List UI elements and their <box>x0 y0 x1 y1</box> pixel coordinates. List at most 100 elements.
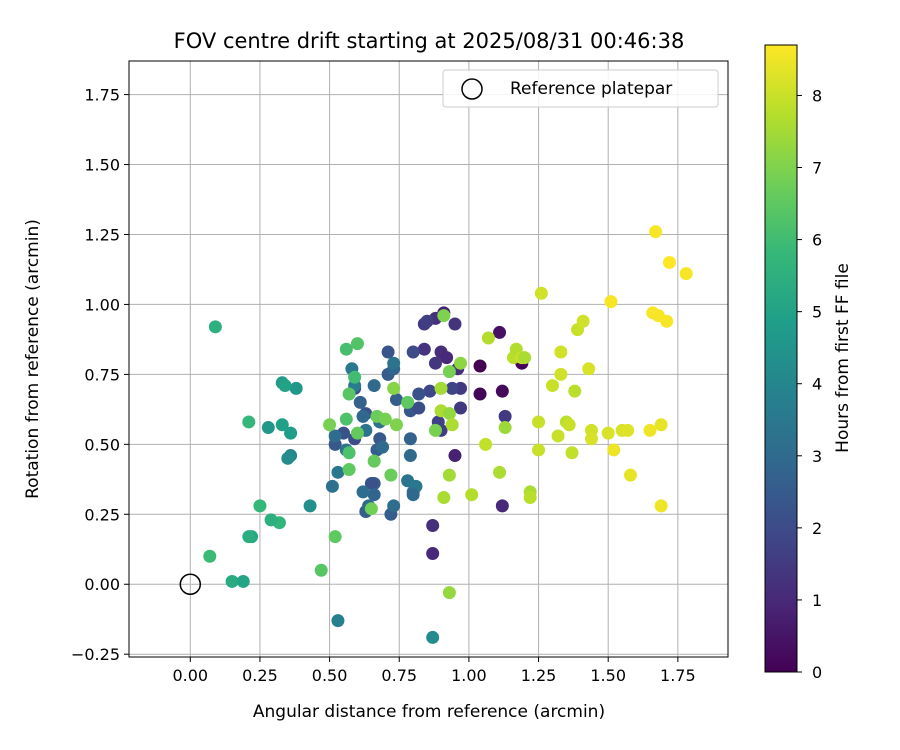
scatter-point <box>348 370 362 384</box>
y-tick-label: 0.00 <box>84 575 120 594</box>
scatter-point <box>582 362 596 376</box>
gridlines <box>129 61 728 657</box>
scatter-point <box>323 418 337 432</box>
legend-marker-reference <box>461 78 483 100</box>
y-tick-label: 0.50 <box>84 435 120 454</box>
scatter-point <box>401 395 415 409</box>
x-tick-label: 1.75 <box>660 666 696 685</box>
scatter-point <box>428 423 442 437</box>
scatter-point <box>448 317 462 331</box>
scatter-point <box>445 418 459 432</box>
scatter-point <box>448 449 462 463</box>
scatter-point <box>406 488 420 502</box>
scatter-point <box>621 423 635 437</box>
scatter-point <box>473 387 487 401</box>
scatter-point <box>412 401 426 415</box>
scatter-point <box>426 546 440 560</box>
scatter-point <box>328 429 342 443</box>
scatter-point <box>339 412 353 426</box>
colorbar-tick-label: 8 <box>812 86 822 105</box>
scatter-point <box>562 418 576 432</box>
scatter-point <box>342 387 356 401</box>
scatter-point <box>437 309 451 323</box>
scatter-point <box>208 320 222 334</box>
y-tick-label: 1.75 <box>84 86 120 105</box>
scatter-point <box>389 393 403 407</box>
scatter-point <box>264 513 278 527</box>
colorbar-tick-label: 1 <box>812 591 822 610</box>
scatter-point <box>350 337 364 351</box>
y-tick-label: −0.25 <box>71 645 120 664</box>
scatter-point <box>481 331 495 345</box>
y-axis-label: Rotation from reference (arcmin) <box>23 219 43 499</box>
scatter-point <box>278 379 292 393</box>
scatter-point <box>498 409 512 423</box>
scatter-point <box>384 468 398 482</box>
colorbar-ticks: 0 1 2 3 4 5 6 7 8 <box>797 86 822 682</box>
scatter-point <box>554 367 568 381</box>
scatter-point <box>339 342 353 356</box>
y-tick-label: 1.00 <box>84 295 120 314</box>
plot-area-frame <box>128 60 729 658</box>
scatter-point <box>303 499 317 513</box>
scatter-point <box>314 563 328 577</box>
scatter-point <box>261 421 275 435</box>
scatter-point <box>473 359 487 373</box>
x-tick-label: 0.25 <box>242 666 278 685</box>
legend: Reference platepar <box>442 69 719 108</box>
scatter-point <box>364 477 378 491</box>
scatter-point <box>607 443 621 457</box>
scatter-point <box>465 488 479 502</box>
colorbar-tick-label: 5 <box>812 303 822 322</box>
scatter-point <box>601 426 615 440</box>
scatter-point <box>498 421 512 435</box>
scatter-point <box>654 418 668 432</box>
scatter-point <box>442 586 456 600</box>
scatter-point <box>289 381 303 395</box>
x-tick-label: 1.25 <box>521 666 557 685</box>
scatter-point <box>534 286 548 300</box>
scatter-point <box>389 418 403 432</box>
scatter-point <box>406 345 420 359</box>
scatter-point <box>495 384 509 398</box>
scatter-point <box>660 314 674 328</box>
x-axis-label: Angular distance from reference (arcmin) <box>253 702 605 722</box>
scatter-point <box>225 574 239 588</box>
scatter-point <box>376 440 390 454</box>
scatter-point <box>643 423 657 437</box>
scatter-point <box>325 479 339 493</box>
scatter-point <box>649 225 663 239</box>
scatter-point <box>342 446 356 460</box>
colorbar-tick-label: 0 <box>812 663 822 682</box>
scatter-point <box>568 384 582 398</box>
scatter-point <box>428 356 442 370</box>
y-tick-label: 0.75 <box>84 365 120 384</box>
scatter-point <box>275 418 289 432</box>
legend-label-reference: Reference platepar <box>510 79 672 99</box>
scatter-point <box>403 432 417 446</box>
scatter-point <box>364 502 378 516</box>
scatter-point <box>284 426 298 440</box>
scatter-point <box>584 432 598 446</box>
scatter-point <box>679 267 693 281</box>
scatter-point <box>523 491 537 505</box>
colorbar-tick-label: 3 <box>812 447 822 466</box>
scatter-point <box>281 451 295 465</box>
scatter-point <box>454 356 468 370</box>
scatter-point <box>236 574 250 588</box>
colorbar-tick-label: 4 <box>812 375 822 394</box>
x-tick-label: 1.00 <box>451 666 487 685</box>
scatter-point <box>242 415 256 429</box>
scatter-point <box>378 412 392 426</box>
scatter-point <box>479 437 493 451</box>
scatter-point <box>426 630 440 644</box>
scatter-point <box>532 415 546 429</box>
scatter-point <box>434 381 448 395</box>
y-axis-ticks: −0.25 0.00 0.25 0.50 0.75 1.00 1.25 1.50 1.75 <box>71 86 129 664</box>
scatter-point <box>576 314 590 328</box>
colorbar-tick-label: 7 <box>812 159 822 178</box>
scatter-point <box>437 491 451 505</box>
scatter-point <box>356 409 370 423</box>
scatter-point <box>353 395 367 409</box>
y-tick-label: 1.25 <box>84 225 120 244</box>
